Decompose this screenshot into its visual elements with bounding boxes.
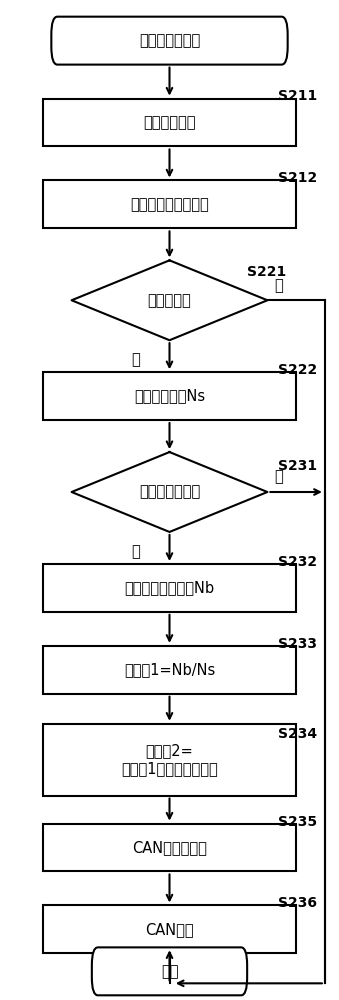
Text: 风险降低行动？: 风险降低行动？ <box>139 485 200 500</box>
Polygon shape <box>72 452 267 532</box>
Text: 特征量1=Nb/Ns: 特征量1=Nb/Ns <box>124 662 215 677</box>
Text: 累计风险降低次数Nb: 累计风险降低次数Nb <box>124 580 215 595</box>
FancyBboxPatch shape <box>92 947 247 995</box>
Bar <box>43 905 296 953</box>
Text: 累计场景总数Ns: 累计场景总数Ns <box>134 389 205 404</box>
Text: 取得车间时间: 取得车间时间 <box>143 115 196 130</box>
FancyBboxPatch shape <box>51 17 288 65</box>
Bar <box>43 99 296 146</box>
Bar <box>43 824 296 871</box>
Text: 否: 否 <box>274 470 283 485</box>
Bar <box>43 180 296 228</box>
Text: 返回: 返回 <box>161 964 178 979</box>
Text: S233: S233 <box>278 637 317 651</box>
Text: S231: S231 <box>278 459 317 473</box>
Bar <box>43 564 296 612</box>
Text: S234: S234 <box>278 727 317 741</box>
Text: 特征量发送处理: 特征量发送处理 <box>139 33 200 48</box>
Text: CAN发送: CAN发送 <box>145 922 194 937</box>
Text: 否: 否 <box>274 278 283 293</box>
Text: 采样场景？: 采样场景？ <box>147 293 192 308</box>
Text: S221: S221 <box>247 265 286 279</box>
Text: S236: S236 <box>278 896 317 910</box>
Text: 是: 是 <box>132 544 140 559</box>
Text: S235: S235 <box>278 815 317 829</box>
Text: 特征量2=
特征量1－熟练者特征量: 特征量2= 特征量1－熟练者特征量 <box>121 743 218 776</box>
Text: S212: S212 <box>278 171 317 185</box>
Polygon shape <box>72 260 267 340</box>
Text: S211: S211 <box>278 89 317 103</box>
Bar <box>43 646 296 694</box>
Text: S232: S232 <box>278 555 317 569</box>
Bar <box>43 372 296 420</box>
Text: S222: S222 <box>278 363 317 377</box>
Text: CAN发送预处理: CAN发送预处理 <box>132 840 207 855</box>
Bar <box>43 724 296 796</box>
Text: 确定车间变化的场景: 确定车间变化的场景 <box>130 197 209 212</box>
Text: 是: 是 <box>132 352 140 367</box>
